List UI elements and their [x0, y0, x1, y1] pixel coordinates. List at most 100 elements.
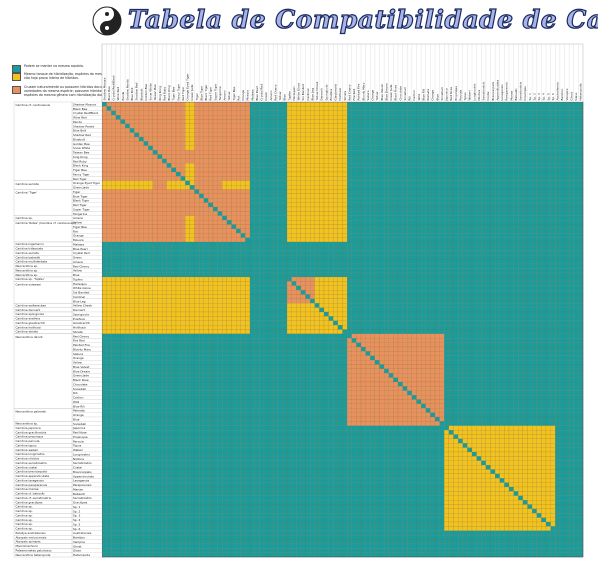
heatmap-cell: [152, 158, 158, 164]
heatmap-cell: [379, 136, 385, 142]
heatmap-cell: [175, 285, 181, 291]
heatmap-cell: [217, 263, 223, 269]
heatmap-cell: [402, 211, 408, 216]
heatmap-cell: [231, 246, 237, 251]
heatmap-cell: [134, 307, 140, 313]
heatmap-cell: [259, 303, 264, 308]
heatmap-cell: [310, 154, 315, 159]
heatmap-cell: [430, 128, 436, 133]
heatmap-cell: [564, 281, 570, 286]
heatmap-cell: [578, 171, 584, 177]
heatmap-cell: [518, 290, 523, 295]
heatmap-cell: [384, 145, 389, 151]
heatmap-cell: [222, 141, 227, 146]
heatmap-cell: [236, 246, 241, 251]
heatmap-cell: [425, 123, 431, 129]
heatmap-cell: [448, 285, 454, 291]
heatmap-cell: [453, 163, 459, 168]
heatmap-cell: [402, 202, 408, 208]
heatmap-cell: [421, 263, 426, 269]
heatmap-cell: [194, 123, 200, 129]
heatmap-cell: [527, 276, 533, 282]
heatmap-cell: [356, 193, 362, 199]
heatmap-cell: [490, 180, 496, 186]
heatmap-cell: [481, 298, 486, 304]
heatmap-cell: [411, 189, 417, 194]
heatmap-cell: [166, 294, 172, 299]
heatmap-cell: [254, 220, 260, 225]
heatmap-cell: [111, 268, 116, 273]
heatmap-cell: [430, 237, 436, 243]
heatmap-cell: [125, 259, 130, 264]
heatmap-cell: [411, 141, 417, 146]
heatmap-cell: [347, 259, 352, 264]
heatmap-cell: [296, 180, 301, 186]
heatmap-cell: [240, 220, 246, 225]
heatmap-cell: [286, 119, 292, 124]
heatmap-cell: [286, 250, 292, 256]
heatmap-cell: [240, 115, 246, 120]
heatmap-cell: [393, 228, 399, 234]
heatmap-cell: [504, 154, 510, 159]
heatmap-cell: [356, 171, 362, 177]
heatmap-cell: [448, 215, 454, 221]
heatmap-cell: [527, 211, 533, 216]
heatmap-cell: [249, 211, 255, 216]
heatmap-cell: [162, 268, 167, 273]
heatmap-cell: [476, 202, 482, 208]
heatmap-cell: [430, 101, 436, 107]
heatmap-cell: [342, 110, 348, 116]
heatmap-cell: [333, 193, 338, 199]
heatmap-cell: [175, 119, 181, 124]
heatmap-cell: [254, 132, 260, 138]
heatmap-cell: [199, 255, 204, 260]
heatmap-cell: [522, 268, 528, 273]
heatmap-cell: [152, 233, 158, 238]
heatmap-cell: [323, 128, 329, 133]
heatmap-cell: [351, 119, 357, 124]
heatmap-cell: [347, 237, 352, 243]
heatmap-cell: [120, 233, 126, 238]
heatmap-cell: [333, 115, 338, 120]
heatmap-cell: [323, 154, 329, 159]
heatmap-cell: [314, 303, 320, 308]
heatmap-cell: [397, 145, 403, 151]
heatmap-cell: [471, 298, 477, 304]
heatmap-cell: [101, 145, 107, 151]
heatmap-cell: [402, 224, 408, 229]
heatmap-cell: [129, 154, 135, 159]
heatmap-cell: [573, 193, 579, 199]
heatmap-cell: [504, 176, 510, 181]
heatmap-cell: [495, 154, 500, 159]
heatmap-cell: [249, 176, 255, 181]
heatmap-cell: [444, 198, 449, 203]
heatmap-cell: [564, 128, 570, 133]
heatmap-cell: [527, 163, 533, 168]
heatmap-cell: [439, 115, 445, 120]
heatmap-cell: [240, 233, 246, 238]
heatmap-cell: [578, 110, 584, 116]
heatmap-cell: [185, 141, 190, 146]
heatmap-cell: [508, 128, 514, 133]
heatmap-cell: [300, 176, 306, 181]
heatmap-cell: [365, 298, 371, 304]
heatmap-cell: [370, 110, 375, 116]
heatmap-cell: [171, 115, 177, 120]
heatmap-cell: [143, 276, 149, 282]
heatmap-cell: [208, 259, 214, 264]
heatmap-cell: [462, 167, 468, 173]
heatmap-cell: [559, 290, 565, 295]
heatmap-cell: [541, 180, 547, 186]
heatmap-cell: [388, 193, 394, 199]
heatmap-cell: [273, 128, 278, 133]
heatmap-cell: [448, 233, 454, 238]
heatmap-cell: [536, 163, 542, 168]
heatmap-cell: [268, 171, 274, 177]
heatmap-cell: [240, 198, 246, 203]
heatmap-cell: [212, 141, 218, 146]
heatmap-cell: [550, 259, 556, 264]
heatmap-cell: [485, 206, 491, 212]
heatmap-cell: [185, 167, 190, 173]
heatmap-cell: [458, 281, 463, 286]
heatmap-cell: [416, 115, 422, 120]
